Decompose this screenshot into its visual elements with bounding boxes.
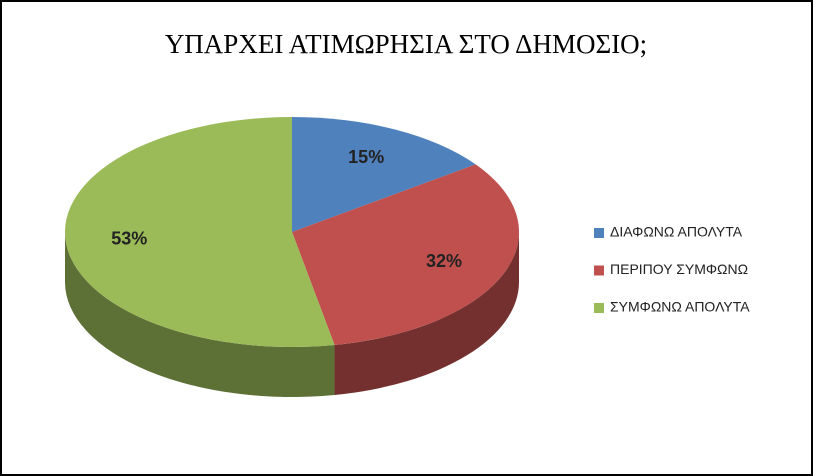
legend-swatch bbox=[594, 228, 604, 238]
slice-side bbox=[65, 232, 335, 398]
slice bbox=[292, 164, 519, 345]
data-label: 32% bbox=[426, 251, 462, 271]
data-label: 15% bbox=[348, 147, 384, 167]
slice-side bbox=[334, 232, 519, 395]
legend-label: ΔΙΑΦΩΝΩ ΑΠΟΛΥΤΑ bbox=[610, 224, 743, 240]
slice bbox=[292, 117, 476, 232]
legend-swatch bbox=[594, 265, 604, 276]
legend-label: ΠΕΡΙΠΟΥ ΣΥΜΦΩΝΩ bbox=[610, 261, 748, 277]
legend-label: ΣΥΜΦΩΝΩ ΑΠΟΛΥΤΑ bbox=[610, 299, 750, 315]
data-label: 53% bbox=[111, 229, 147, 249]
slice bbox=[65, 117, 335, 347]
legend-swatch bbox=[594, 303, 604, 313]
chart-title: ΥΠΑΡΧΕΙ ΑΤΙΜΩΡΗΣΙΑ ΣΤΟ ΔΗΜΟΣΙΟ; bbox=[165, 29, 647, 59]
